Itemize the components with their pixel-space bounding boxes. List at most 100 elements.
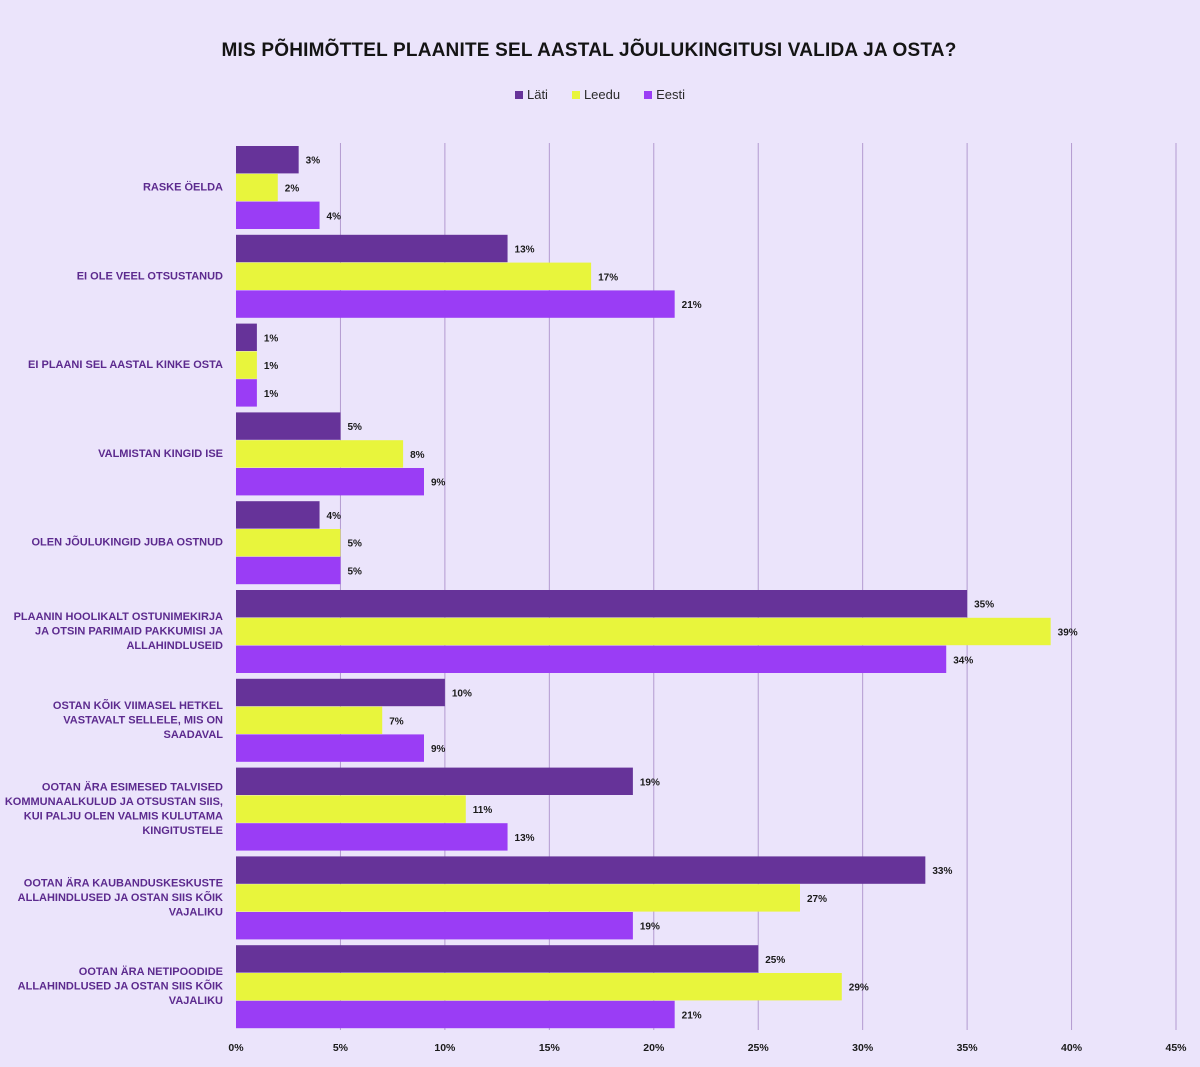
x-tick-label: 10% [434, 1042, 456, 1054]
category-label: EI PLAANI SEL AASTAL KINKE OSTA [28, 359, 223, 371]
x-tick-label: 40% [1061, 1042, 1083, 1054]
chart-title: MIS PÕHIMÕTTEL PLAANITE SEL AASTAL JÕULU… [221, 40, 957, 61]
category-label-line: OOTAN ÄRA NETIPOODIDE [79, 965, 223, 978]
data-label: 4% [327, 211, 342, 222]
bar [236, 412, 341, 440]
category-label-line: VAJALIKU [169, 995, 223, 1007]
data-label: 5% [347, 567, 362, 578]
data-label: 1% [264, 389, 279, 400]
data-label: 5% [347, 539, 362, 550]
category-label-line: KINGITUSTELE [142, 825, 223, 837]
legend-item: Leedu [571, 87, 621, 102]
x-tick-label: 30% [852, 1042, 874, 1054]
data-label: 9% [431, 744, 446, 755]
bar [236, 351, 257, 379]
category-label: PLAANIN HOOLIKALT OSTUNIMEKIRJA JA OTSIN … [14, 611, 223, 652]
bar [236, 590, 968, 618]
category-label-line: ALLAHINDLUSED JA OSTAN SIIS KÕIK [18, 980, 223, 993]
data-label: 34% [953, 655, 973, 666]
bar [236, 645, 947, 673]
legend-label: Läti [526, 87, 548, 102]
category-label-line: JA OTSIN PARIMAID PAKKUMISI JA [35, 626, 223, 638]
category-label: OLEN JÕULUKINGID JUBA OSTNUD [32, 536, 224, 549]
bar [236, 706, 383, 734]
category-label: OOTAN ÄRA KAUBANDUSKESKUSTE ALLAHINDLUSED… [18, 876, 223, 918]
bar [236, 323, 257, 351]
category-label-line: PLAANIN HOOLIKALT OSTUNIMEKIRJA [14, 611, 223, 623]
legend-label: Leedu [583, 87, 621, 102]
bar [236, 234, 508, 263]
bar [236, 146, 299, 174]
category-label-line: ALLAHINDLUSED JA OSTAN SIIS KÕIK [18, 891, 223, 904]
bar [236, 678, 445, 707]
data-label: 7% [389, 716, 404, 727]
legend-swatch [644, 90, 653, 99]
bar [236, 617, 1051, 646]
data-label: 17% [598, 272, 618, 283]
category-label: OOTAN ÄRA ESIMESED TALVISED KOMMUNAALKULU… [5, 780, 223, 837]
bar [236, 795, 466, 823]
bar [236, 529, 341, 557]
data-label: 39% [1058, 628, 1078, 639]
category-label-line: OLEN JÕULUKINGID JUBA OSTNUD [32, 536, 224, 549]
bar [236, 823, 508, 851]
data-label: 21% [682, 300, 702, 311]
category-label-line: OOTAN ÄRA ESIMESED TALVISED [42, 780, 223, 793]
data-label: 3% [306, 156, 321, 167]
bar [236, 1000, 675, 1029]
data-label: 8% [410, 450, 425, 461]
x-tick-label: 5% [333, 1042, 349, 1054]
category-label-line: KOMMUNAALKULUD JA OTSUSTAN SIIS, [5, 796, 223, 808]
bar [236, 945, 759, 973]
x-tick-label: 0% [228, 1042, 244, 1054]
data-label: 9% [431, 478, 446, 489]
x-tick-label: 25% [748, 1042, 770, 1054]
bar [236, 201, 320, 229]
data-label: 29% [849, 983, 869, 994]
bar [236, 912, 633, 940]
bar [236, 973, 842, 1001]
data-label: 1% [264, 361, 279, 372]
bar [236, 556, 341, 585]
category-label-line: VASTAVALT SELLELE, MIS ON [63, 714, 223, 726]
legend-item: Läti [514, 87, 548, 102]
data-label: 21% [682, 1011, 702, 1022]
data-label: 4% [327, 511, 342, 522]
bar [236, 856, 926, 884]
data-label: 33% [932, 866, 952, 877]
category-label: EI OLE VEEL OTSUSTANUD [77, 270, 223, 282]
data-label: 19% [640, 777, 660, 788]
x-tick-label: 45% [1165, 1042, 1187, 1054]
category-label: VALMISTAN KINGID ISE [98, 448, 223, 460]
legend-label: Eesti [656, 87, 686, 102]
data-label: 25% [765, 955, 785, 966]
category-label-line: EI PLAANI SEL AASTAL KINKE OSTA [28, 359, 223, 371]
x-tick-label: 20% [643, 1042, 665, 1054]
bar [236, 767, 633, 795]
data-label: 5% [347, 422, 362, 433]
category-label-line: OSTAN KÕIK VIIMASEL HETKEL [53, 699, 223, 712]
data-label: 1% [264, 333, 279, 344]
category-label-line: OOTAN ÄRA KAUBANDUSKESKUSTE [24, 876, 223, 889]
category-label: OSTAN KÕIK VIIMASEL HETKEL VASTAVALT SELL… [53, 699, 223, 741]
x-tick-label: 15% [539, 1042, 561, 1054]
legend-item: Eesti [644, 87, 685, 102]
data-label: 11% [473, 805, 493, 816]
data-label: 19% [640, 922, 660, 933]
legend-swatch [514, 90, 523, 99]
legend-swatch [571, 90, 580, 99]
category-label-line: EI OLE VEEL OTSUSTANUD [77, 270, 223, 282]
bar [236, 468, 424, 496]
data-label: 13% [515, 245, 535, 256]
data-label: 10% [452, 689, 472, 700]
legend: Läti Leedu Eesti [0, 87, 1200, 102]
bar [236, 501, 320, 529]
data-label: 13% [515, 833, 535, 844]
data-label: 2% [285, 184, 300, 195]
category-label: OOTAN ÄRA NETIPOODIDE ALLAHINDLUSED JA OS… [18, 965, 223, 1007]
bar [236, 884, 800, 912]
bar [236, 440, 404, 468]
category-label-line: RASKE ÖELDA [143, 181, 223, 194]
